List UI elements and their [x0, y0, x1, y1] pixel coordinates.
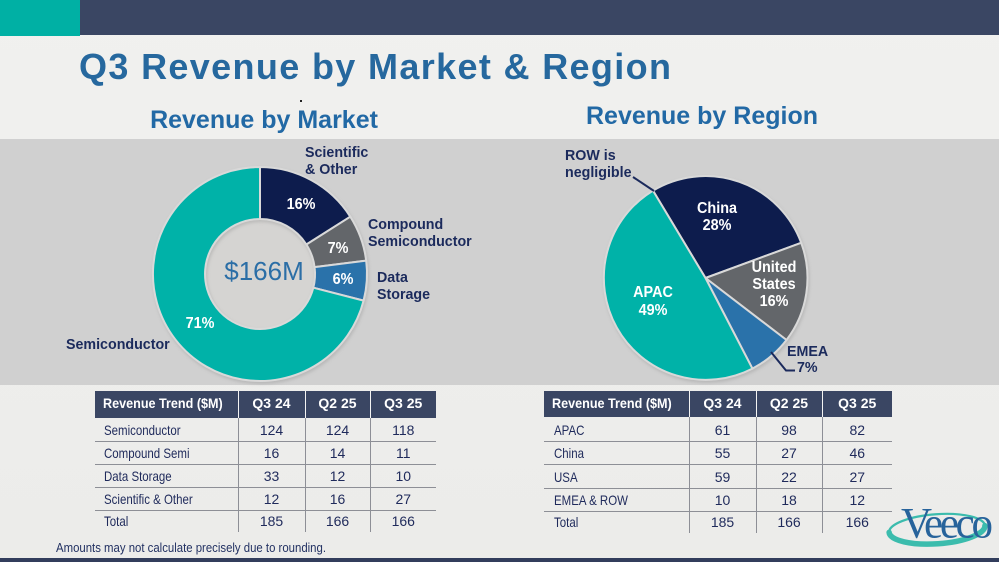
svg-text:Veeco: Veeco [901, 501, 993, 548]
